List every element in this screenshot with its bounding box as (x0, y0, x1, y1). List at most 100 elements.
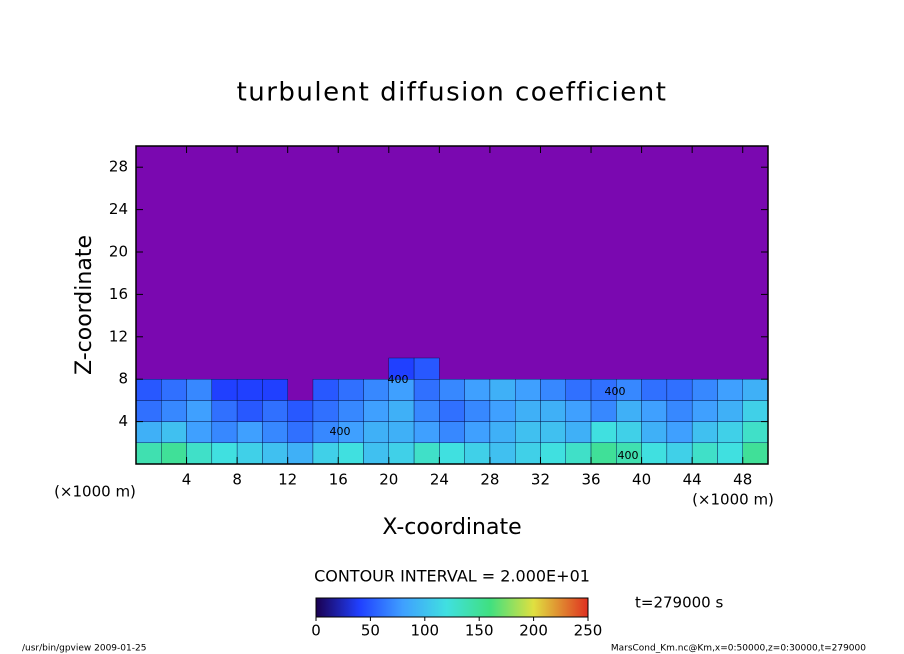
field-cell (666, 379, 693, 401)
field-cell (287, 442, 314, 465)
y-tick-label: 8 (118, 370, 128, 388)
chart-title: turbulent diffusion coefficient (237, 78, 668, 108)
field-cell (186, 400, 213, 422)
field-cell (312, 442, 339, 465)
colorbar (315, 597, 589, 618)
field-cell (312, 400, 339, 422)
x-tick-label: 44 (683, 471, 702, 489)
field-cell (691, 379, 718, 401)
field-cell (540, 400, 566, 422)
y-tick-label: 12 (109, 327, 128, 345)
x-tick-label: 20 (379, 471, 398, 489)
contour-interval: CONTOUR INTERVAL = 2.000E+01 (314, 567, 590, 586)
field-cell (287, 400, 314, 422)
field-cell (161, 442, 187, 465)
field-cell (363, 400, 389, 422)
field-cell (590, 400, 617, 422)
x-tick-label: 12 (278, 471, 297, 489)
field-cell (262, 442, 288, 465)
field-cell (211, 400, 238, 422)
field-cell (515, 400, 541, 422)
field-cell (135, 379, 162, 401)
colorbar-tick-label: 50 (361, 622, 380, 640)
field-cell (641, 379, 668, 401)
field-cell (363, 379, 389, 401)
x-unit-label: (×1000 m) (692, 491, 774, 509)
field-cell (489, 442, 516, 465)
field-cell (565, 400, 592, 422)
field-cell (691, 421, 718, 444)
field-cell (515, 379, 541, 401)
field-cell (363, 421, 389, 444)
field-cell (590, 421, 617, 444)
x-tick-label: 4 (182, 471, 192, 489)
y-tick-label: 4 (118, 412, 128, 430)
colorbar-tick-label: 150 (465, 622, 494, 640)
field-cell (540, 442, 566, 465)
x-tick-label: 48 (733, 471, 752, 489)
field-cell (287, 421, 314, 444)
field-cell (590, 442, 617, 465)
y-axis-label: Z-coordinate (72, 235, 97, 375)
field-cell (161, 400, 187, 422)
field-cell (262, 421, 288, 444)
field-cell (135, 400, 162, 422)
field-cell (742, 421, 769, 444)
colorbar-tick-label: 200 (519, 622, 548, 640)
field-cell (565, 379, 592, 401)
x-tick-label: 36 (581, 471, 600, 489)
y-tick-label: 28 (109, 158, 128, 176)
colorbar-tick-label: 0 (311, 622, 321, 640)
field-cell (717, 379, 743, 401)
field-cell (464, 379, 491, 401)
field-cell (413, 357, 440, 380)
field-cell (236, 379, 263, 401)
field-cell (135, 421, 162, 444)
y-tick-label: 24 (109, 200, 128, 218)
field-cell (413, 400, 440, 422)
field-cell (262, 400, 288, 422)
field-cell (489, 400, 516, 422)
x-tick-label: 16 (329, 471, 348, 489)
field-cell (439, 442, 465, 465)
field-cell (464, 421, 491, 444)
field-cell (641, 442, 668, 465)
x-axis-label: X-coordinate (382, 515, 521, 540)
field-cell (489, 421, 516, 444)
field-cell (616, 400, 642, 422)
field-cell (186, 442, 213, 465)
x-tick-label: 24 (430, 471, 449, 489)
field-cell (666, 400, 693, 422)
footer-left: /usr/bin/gpview 2009-01-25 (22, 644, 146, 654)
field-cell (388, 400, 415, 422)
field-cell (439, 421, 465, 444)
field-cell (565, 442, 592, 465)
field-cell (691, 442, 718, 465)
field-cell (742, 400, 769, 422)
field-cell (186, 421, 213, 444)
field-cell (464, 400, 491, 422)
field-cell (363, 442, 389, 465)
field-cell (413, 442, 440, 465)
field-cell (666, 421, 693, 444)
field-cell (540, 421, 566, 444)
contour-label: 400 (330, 425, 351, 438)
field-cell (691, 400, 718, 422)
field-cell (515, 421, 541, 444)
field-cell (338, 442, 364, 465)
y-tick-label: 16 (109, 285, 128, 303)
y-unit-label: (×1000 m) (54, 483, 136, 501)
field-cell (236, 421, 263, 444)
field-cell (641, 400, 668, 422)
x-tick-label: 8 (232, 471, 242, 489)
field-cell (211, 421, 238, 444)
field-cell (236, 400, 263, 422)
field-cell (717, 400, 743, 422)
contour-label: 400 (605, 385, 626, 398)
field-cell (616, 421, 642, 444)
field-cell (211, 442, 238, 465)
field-cell (413, 421, 440, 444)
y-tick-label: 20 (109, 243, 128, 261)
field-cell (388, 421, 415, 444)
field-cell (641, 421, 668, 444)
